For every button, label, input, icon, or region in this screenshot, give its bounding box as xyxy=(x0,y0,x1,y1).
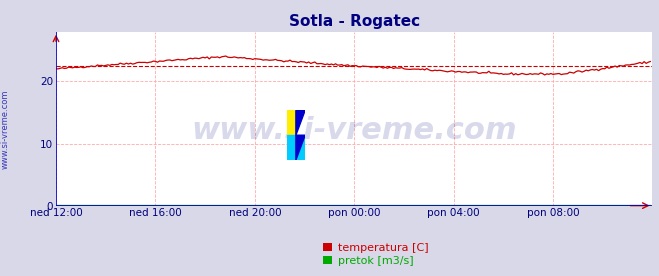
Bar xyxy=(287,110,296,135)
Polygon shape xyxy=(296,110,305,135)
Polygon shape xyxy=(296,135,305,160)
Bar xyxy=(287,135,296,160)
Polygon shape xyxy=(296,110,305,135)
Polygon shape xyxy=(296,135,305,160)
Text: www.si-vreme.com: www.si-vreme.com xyxy=(1,90,10,169)
Title: Sotla - Rogatec: Sotla - Rogatec xyxy=(289,14,420,29)
Legend: temperatura [C], pretok [m3/s]: temperatura [C], pretok [m3/s] xyxy=(319,238,432,270)
Text: www.si-vreme.com: www.si-vreme.com xyxy=(191,116,517,145)
